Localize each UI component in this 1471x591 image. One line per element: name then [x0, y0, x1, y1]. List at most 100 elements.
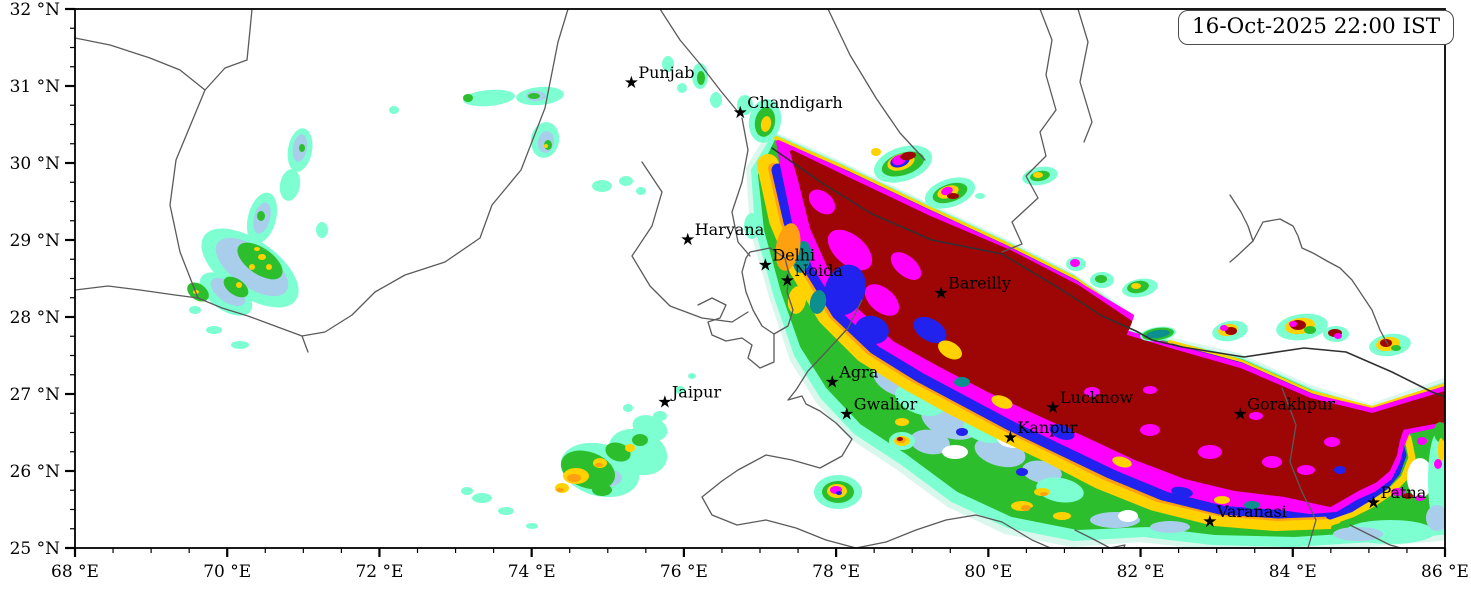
precip-cell-gold — [1131, 283, 1141, 289]
precip-cell-green — [1304, 326, 1316, 334]
y-tick-label: 28 °N — [10, 308, 61, 328]
precip-band-gold — [1328, 434, 1416, 525]
y-tick-label: 25 °N — [10, 539, 61, 559]
precip-cell-magenta — [1220, 325, 1228, 331]
precip-cell-magenta — [1084, 387, 1100, 397]
city-marker-patna: ★Patna — [1366, 483, 1427, 513]
precip-cell-magenta — [941, 186, 953, 196]
precip-cell-gold — [236, 282, 242, 288]
precip-cell-white — [942, 445, 968, 459]
timestamp-badge: 16-Oct-2025 22:00 IST — [1178, 10, 1455, 45]
precip-cell-green — [223, 276, 249, 298]
precip-cell-green — [1029, 505, 1055, 517]
precip-cell-lblue — [1333, 527, 1383, 541]
y-tick-label: 29 °N — [10, 231, 61, 251]
precip-cell-magenta — [1143, 386, 1157, 394]
city-marker-haryana: ★Haryana — [680, 220, 765, 250]
x-tick-label: 70 °E — [203, 562, 251, 582]
boundary-line — [1074, 529, 1126, 548]
star-icon: ★ — [780, 271, 795, 291]
precip-cell-blue — [913, 316, 947, 344]
precip-cell-aqua — [662, 56, 674, 72]
precip-cell-blue — [1171, 486, 1193, 498]
x-tick-label: 72 °E — [355, 562, 403, 582]
city-label: Lucknow — [1060, 388, 1134, 407]
precip-cell-lblue — [210, 277, 246, 307]
precip-cell-gold — [266, 264, 272, 270]
precip-cell-aqua — [623, 404, 633, 412]
precip-cell-orange — [1021, 505, 1031, 511]
city-label: Jaipur — [670, 383, 722, 402]
precip-field — [187, 56, 1445, 548]
precip-cell-gold — [1214, 496, 1230, 504]
x-tick-label: 80 °E — [964, 562, 1012, 582]
precip-cell-aqua — [592, 180, 612, 192]
precip-cell-lblue — [1150, 521, 1190, 533]
precip-cell-blue — [855, 315, 889, 345]
precip-cell-gold — [258, 254, 266, 260]
x-tick-label: 82 °E — [1117, 562, 1165, 582]
y-tick-label: 30 °N — [10, 154, 61, 174]
precip-cell-magenta — [1324, 437, 1340, 447]
precip-cell-white — [885, 482, 915, 498]
city-marker-gwalior: ★Gwalior — [839, 394, 918, 424]
precip-cell-aqua — [675, 386, 685, 394]
axis-ticks: 68 °E 70 °E 72 °E 74 °E 76 °E 78 °E 80 °E 82 °E… — [10, 0, 1469, 582]
precip-cell-aqua — [316, 222, 328, 238]
city-label: Bareilly — [948, 273, 1011, 292]
y-tick-label: 31 °N — [10, 77, 61, 97]
city-label: Noida — [794, 261, 843, 280]
boundary-line — [75, 285, 199, 299]
precip-cell-green — [1095, 275, 1107, 283]
city-label: Haryana — [695, 220, 765, 239]
city-label: Punjab — [638, 63, 694, 82]
precip-cell-aqua — [463, 89, 515, 107]
precip-cell-magenta — [1334, 333, 1342, 339]
boundary-line — [731, 117, 751, 257]
x-tick-label: 76 °E — [660, 562, 708, 582]
precip-band-gold — [774, 136, 1127, 316]
precip-cell-magenta — [1249, 412, 1263, 420]
precip-cell-magenta — [808, 189, 836, 215]
precip-cell-gold — [625, 444, 635, 452]
city-marker-noida: ★Noida — [780, 261, 844, 291]
precip-cell-gold — [249, 264, 255, 270]
star-icon: ★ — [1233, 404, 1248, 424]
precip-cell-gold — [938, 340, 962, 360]
precip-cell-green — [632, 434, 648, 446]
precip-cell-green — [1434, 422, 1445, 442]
precip-cell-blue — [836, 491, 842, 495]
city-marker-varanasi: ★Varanasi — [1202, 502, 1287, 532]
x-tick-label: 86 °E — [1421, 562, 1469, 582]
precip-cell-aqua — [231, 341, 249, 349]
star-icon: ★ — [1045, 398, 1060, 418]
precip-cell-orange — [775, 223, 801, 271]
precip-cell-aqua — [975, 193, 985, 199]
boundary-line — [827, 9, 926, 161]
precip-cell-green — [605, 442, 631, 462]
precip-cell-aqua — [461, 487, 473, 495]
precip-cell-magenta — [1417, 437, 1427, 445]
city-label: Varanasi — [1216, 502, 1287, 521]
boundary-line — [1077, 9, 1093, 143]
star-icon: ★ — [934, 283, 949, 303]
precip-cell-darkred — [897, 437, 903, 441]
precip-cell-darkred — [900, 151, 916, 161]
boundary-line — [1349, 524, 1404, 548]
boundary-line — [631, 161, 749, 323]
precip-cell-magenta — [1140, 424, 1160, 436]
boundary-line — [301, 9, 569, 353]
star-icon: ★ — [825, 373, 840, 393]
city-label: Delhi — [772, 246, 815, 265]
city-marker-lucknow: ★Lucknow — [1045, 388, 1133, 418]
precip-cell-gold — [991, 395, 1013, 409]
boundary-line — [1001, 9, 1057, 253]
city-marker-gorakhpur: ★Gorakhpur — [1233, 394, 1336, 424]
x-tick-label: 84 °E — [1269, 562, 1317, 582]
precip-cell-aqua — [619, 176, 633, 186]
precip-cell-white — [1118, 510, 1138, 522]
boundary-line — [741, 247, 794, 335]
boundary-line — [701, 299, 1053, 548]
precip-cell-white — [1407, 458, 1433, 498]
